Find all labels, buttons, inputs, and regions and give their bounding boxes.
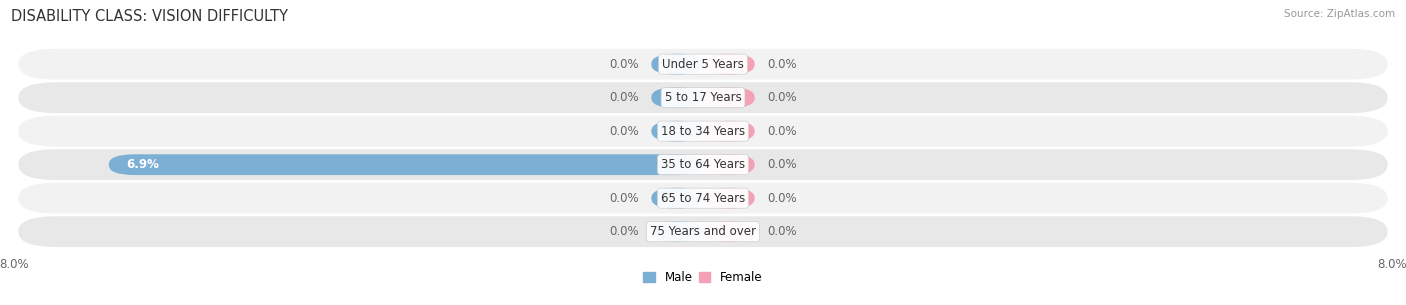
Text: 0.0%: 0.0% xyxy=(609,91,638,104)
FancyBboxPatch shape xyxy=(651,87,703,108)
FancyBboxPatch shape xyxy=(651,121,703,142)
Legend: Male, Female: Male, Female xyxy=(638,267,768,289)
Text: 0.0%: 0.0% xyxy=(609,58,638,71)
FancyBboxPatch shape xyxy=(651,188,703,209)
Text: 0.0%: 0.0% xyxy=(768,125,797,138)
FancyBboxPatch shape xyxy=(18,49,1388,80)
FancyBboxPatch shape xyxy=(703,121,755,142)
FancyBboxPatch shape xyxy=(18,183,1388,214)
Text: 6.9%: 6.9% xyxy=(127,158,159,171)
Text: 0.0%: 0.0% xyxy=(609,225,638,238)
Text: DISABILITY CLASS: VISION DIFFICULTY: DISABILITY CLASS: VISION DIFFICULTY xyxy=(11,9,288,24)
FancyBboxPatch shape xyxy=(703,154,755,175)
FancyBboxPatch shape xyxy=(108,154,703,175)
Text: 0.0%: 0.0% xyxy=(768,225,797,238)
Text: 0.0%: 0.0% xyxy=(768,91,797,104)
FancyBboxPatch shape xyxy=(703,87,755,108)
Text: 75 Years and over: 75 Years and over xyxy=(650,225,756,238)
FancyBboxPatch shape xyxy=(651,54,703,74)
Text: 0.0%: 0.0% xyxy=(768,58,797,71)
Text: 35 to 64 Years: 35 to 64 Years xyxy=(661,158,745,171)
Text: 18 to 34 Years: 18 to 34 Years xyxy=(661,125,745,138)
Text: Under 5 Years: Under 5 Years xyxy=(662,58,744,71)
Text: Source: ZipAtlas.com: Source: ZipAtlas.com xyxy=(1284,9,1395,19)
FancyBboxPatch shape xyxy=(18,216,1388,247)
Text: 0.0%: 0.0% xyxy=(609,192,638,205)
FancyBboxPatch shape xyxy=(703,221,755,242)
Text: 0.0%: 0.0% xyxy=(768,158,797,171)
FancyBboxPatch shape xyxy=(703,188,755,209)
Text: 65 to 74 Years: 65 to 74 Years xyxy=(661,192,745,205)
Text: 5 to 17 Years: 5 to 17 Years xyxy=(665,91,741,104)
FancyBboxPatch shape xyxy=(651,221,703,242)
FancyBboxPatch shape xyxy=(18,149,1388,180)
Text: 0.0%: 0.0% xyxy=(609,125,638,138)
Text: 0.0%: 0.0% xyxy=(768,192,797,205)
FancyBboxPatch shape xyxy=(703,54,755,74)
FancyBboxPatch shape xyxy=(18,116,1388,147)
FancyBboxPatch shape xyxy=(18,82,1388,113)
